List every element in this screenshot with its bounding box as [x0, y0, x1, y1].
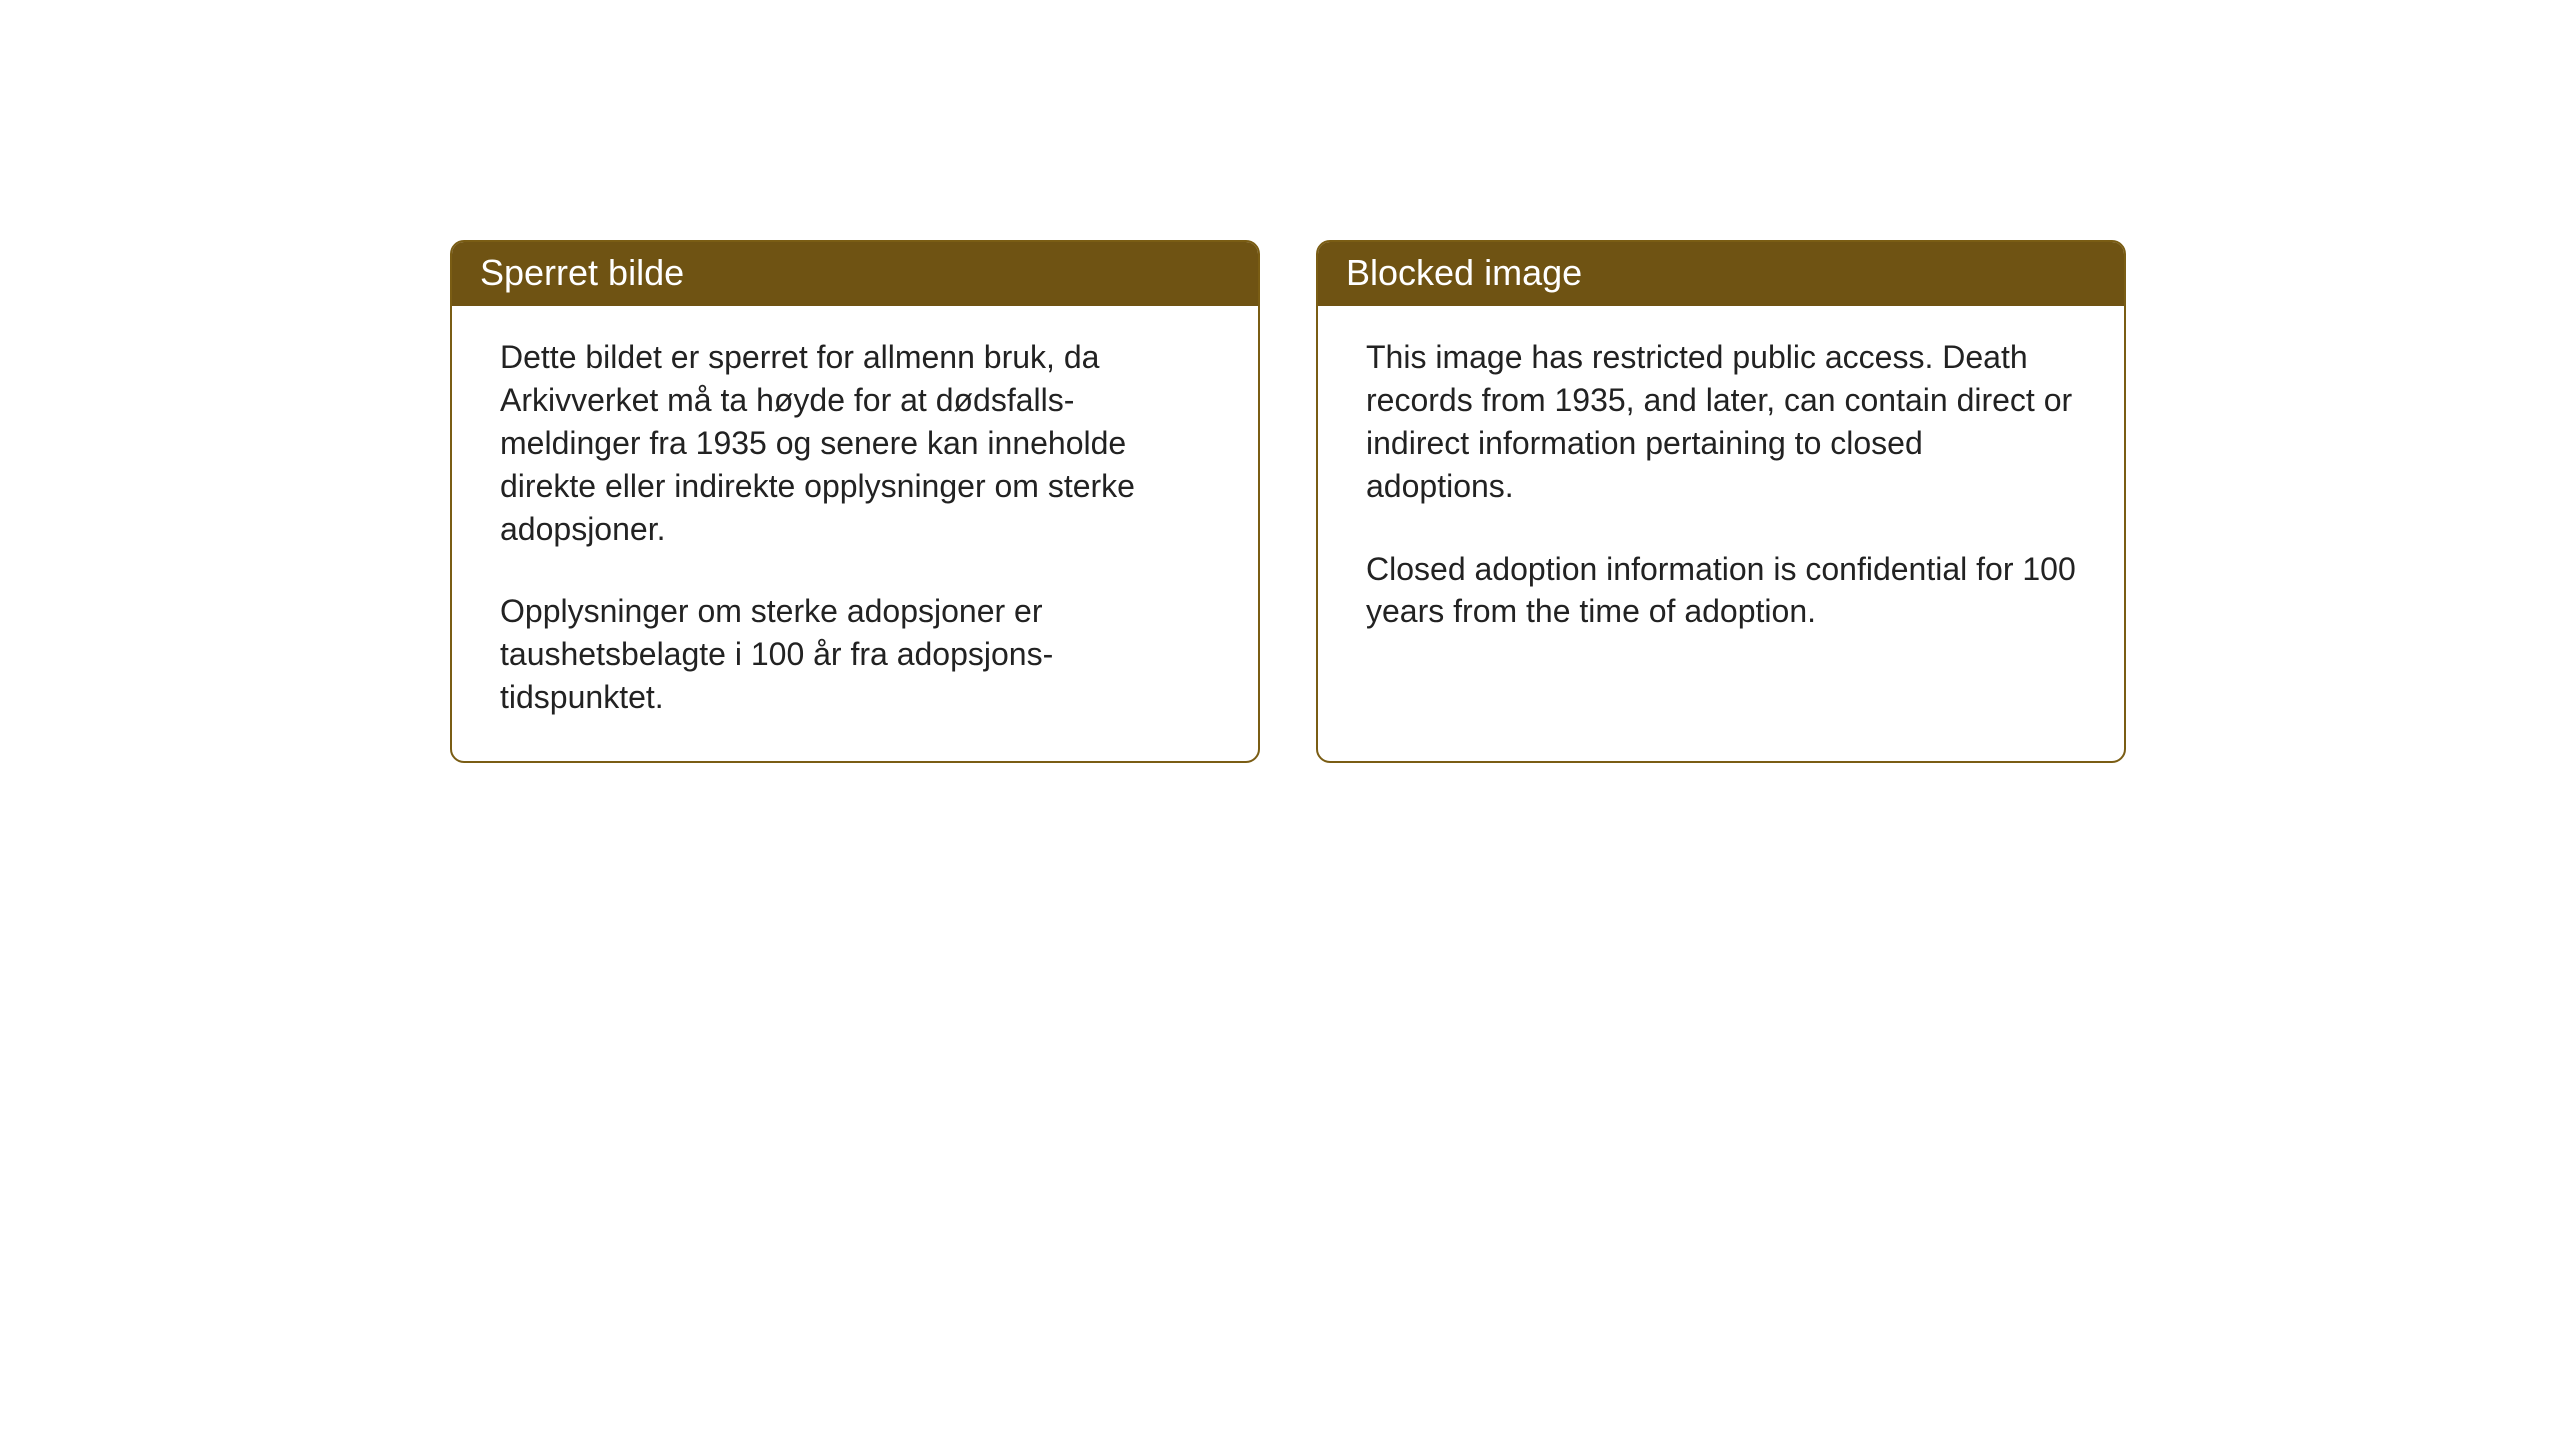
notice-body-english: This image has restricted public access.…: [1318, 306, 2124, 675]
notice-paragraph: Dette bildet er sperret for allmenn bruk…: [500, 336, 1210, 550]
notice-header-english: Blocked image: [1318, 242, 2124, 306]
notice-body-norwegian: Dette bildet er sperret for allmenn bruk…: [452, 306, 1258, 761]
notice-header-norwegian: Sperret bilde: [452, 242, 1258, 306]
notice-card-english: Blocked image This image has restricted …: [1316, 240, 2126, 763]
notice-container: Sperret bilde Dette bildet er sperret fo…: [450, 240, 2126, 763]
notice-paragraph: Closed adoption information is confident…: [1366, 548, 2076, 634]
notice-paragraph: This image has restricted public access.…: [1366, 336, 2076, 508]
notice-paragraph: Opplysninger om sterke adopsjoner er tau…: [500, 590, 1210, 719]
notice-card-norwegian: Sperret bilde Dette bildet er sperret fo…: [450, 240, 1260, 763]
